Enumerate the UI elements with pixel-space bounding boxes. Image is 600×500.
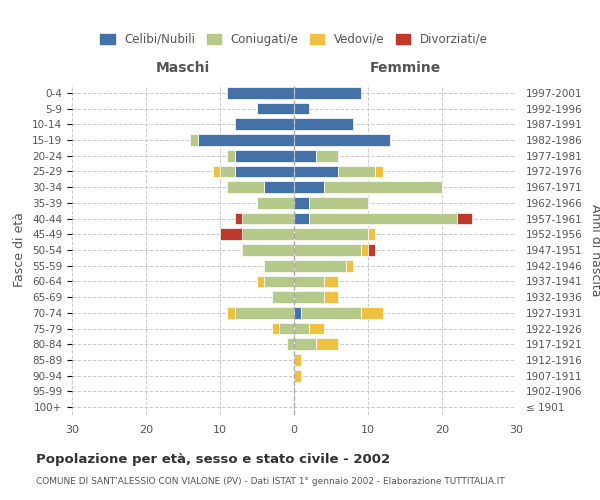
Bar bbox=[294, 322, 309, 334]
Bar bbox=[338, 166, 376, 177]
Bar bbox=[220, 166, 235, 177]
Bar bbox=[257, 276, 265, 287]
Bar bbox=[323, 181, 442, 193]
Bar bbox=[227, 87, 294, 99]
Bar bbox=[323, 276, 338, 287]
Bar bbox=[265, 260, 294, 272]
Bar bbox=[265, 276, 294, 287]
Bar bbox=[294, 166, 338, 177]
Bar bbox=[294, 150, 316, 162]
Text: Popolazione per età, sesso e stato civile - 2002: Popolazione per età, sesso e stato civil… bbox=[36, 452, 390, 466]
Bar bbox=[220, 228, 242, 240]
Bar bbox=[316, 338, 338, 350]
Bar bbox=[235, 212, 242, 224]
Bar bbox=[235, 150, 294, 162]
Bar bbox=[301, 307, 361, 319]
Bar bbox=[294, 118, 353, 130]
Bar bbox=[294, 291, 323, 303]
Bar bbox=[309, 212, 457, 224]
Legend: Celibi/Nubili, Coniugati/e, Vedovi/e, Divorziati/e: Celibi/Nubili, Coniugati/e, Vedovi/e, Di… bbox=[95, 28, 493, 50]
Bar bbox=[212, 166, 220, 177]
Bar bbox=[272, 291, 294, 303]
Bar bbox=[368, 228, 376, 240]
Bar bbox=[294, 212, 309, 224]
Y-axis label: Fasce di età: Fasce di età bbox=[13, 212, 26, 288]
Bar bbox=[265, 181, 294, 193]
Bar bbox=[294, 134, 390, 146]
Bar bbox=[242, 244, 294, 256]
Bar bbox=[294, 354, 301, 366]
Bar bbox=[279, 322, 294, 334]
Bar bbox=[376, 166, 383, 177]
Bar bbox=[272, 322, 279, 334]
Bar bbox=[309, 197, 368, 209]
Bar bbox=[235, 307, 294, 319]
Bar bbox=[294, 181, 323, 193]
Bar bbox=[257, 102, 294, 115]
Bar bbox=[242, 212, 294, 224]
Text: Femmine: Femmine bbox=[370, 61, 440, 75]
Bar bbox=[294, 370, 301, 382]
Bar bbox=[294, 228, 368, 240]
Bar bbox=[235, 166, 294, 177]
Bar bbox=[190, 134, 198, 146]
Bar bbox=[227, 150, 235, 162]
Bar bbox=[316, 150, 338, 162]
Bar bbox=[235, 118, 294, 130]
Bar bbox=[294, 244, 361, 256]
Bar bbox=[294, 338, 316, 350]
Text: COMUNE DI SANT'ALESSIO CON VIALONE (PV) - Dati ISTAT 1° gennaio 2002 - Elaborazi: COMUNE DI SANT'ALESSIO CON VIALONE (PV) … bbox=[36, 478, 505, 486]
Y-axis label: Anni di nascita: Anni di nascita bbox=[589, 204, 600, 296]
Bar bbox=[368, 244, 376, 256]
Bar bbox=[323, 291, 338, 303]
Bar bbox=[361, 244, 368, 256]
Bar bbox=[294, 87, 361, 99]
Bar bbox=[287, 338, 294, 350]
Bar bbox=[294, 307, 301, 319]
Bar bbox=[294, 102, 309, 115]
Bar bbox=[294, 197, 309, 209]
Bar bbox=[309, 322, 323, 334]
Bar bbox=[242, 228, 294, 240]
Bar bbox=[294, 276, 323, 287]
Bar bbox=[198, 134, 294, 146]
Bar bbox=[227, 307, 235, 319]
Bar bbox=[227, 181, 265, 193]
Bar bbox=[346, 260, 353, 272]
Text: Maschi: Maschi bbox=[156, 61, 210, 75]
Bar bbox=[457, 212, 472, 224]
Bar bbox=[294, 260, 346, 272]
Bar bbox=[257, 197, 294, 209]
Bar bbox=[361, 307, 383, 319]
